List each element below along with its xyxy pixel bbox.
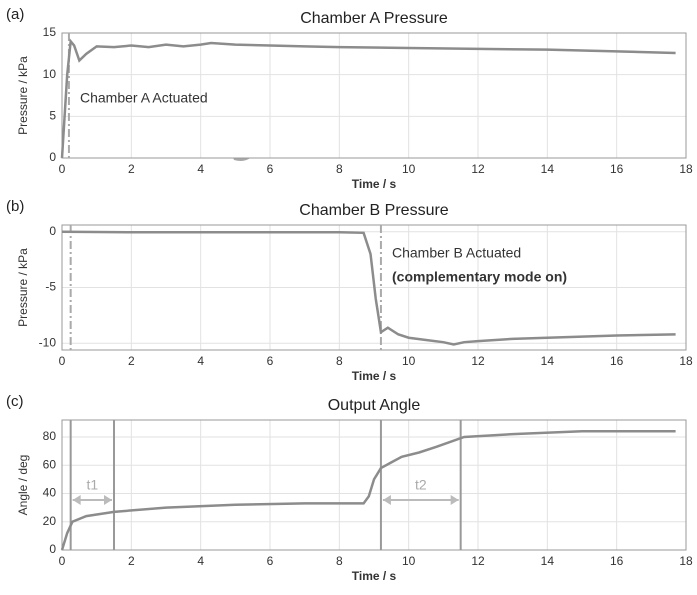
x-axis-label: Time / s — [352, 369, 397, 383]
x-tick-label: 18 — [679, 554, 693, 568]
y-axis-label: Angle / deg — [16, 455, 30, 516]
x-tick-label: 4 — [197, 354, 204, 368]
x-tick-label: 16 — [610, 354, 624, 368]
x-tick-label: 8 — [336, 354, 343, 368]
panel-label: (b) — [6, 198, 24, 215]
x-axis-label: Time / s — [352, 177, 397, 191]
y-tick-label: 10 — [43, 67, 57, 81]
y-tick-label: 60 — [43, 457, 57, 471]
y-tick-label: 80 — [43, 429, 57, 443]
x-tick-label: 2 — [128, 162, 135, 176]
x-tick-label: 12 — [471, 554, 485, 568]
x-tick-label: 10 — [402, 554, 416, 568]
y-tick-label: 0 — [49, 542, 56, 556]
x-tick-label: 14 — [541, 554, 555, 568]
y-tick-label: 5 — [49, 109, 56, 123]
x-tick-label: 18 — [679, 354, 693, 368]
x-tick-label: 12 — [471, 162, 485, 176]
x-tick-label: 2 — [128, 354, 135, 368]
x-tick-label: 16 — [610, 162, 624, 176]
figure: 0 2 4 6 8 10 12 14 16 18 0 5 10 15 Chamber A Pressure (… — [0, 0, 697, 595]
x-tick-label: 0 — [59, 554, 66, 568]
x-tick-label: 6 — [267, 554, 274, 568]
x-tick-label: 14 — [541, 162, 555, 176]
x-tick-label: 0 — [59, 162, 66, 176]
chart-title: Chamber A Pressure — [300, 10, 448, 27]
annotation: Chamber A Actuated — [80, 90, 208, 106]
chart-title: Chamber B Pressure — [299, 202, 448, 219]
y-tick-label: -10 — [39, 335, 57, 349]
chart-title: Output Angle — [328, 397, 421, 414]
span-label: t1 — [86, 477, 98, 493]
x-tick-label: 12 — [471, 354, 485, 368]
x-tick-label: 8 — [336, 554, 343, 568]
annotation: (complementary mode on) — [392, 269, 567, 285]
x-tick-label: 6 — [267, 354, 274, 368]
x-tick-label: 2 — [128, 554, 135, 568]
y-tick-label: 0 — [49, 150, 56, 164]
plot-area — [62, 420, 686, 550]
annotation: Chamber B Actuated — [392, 245, 521, 261]
y-tick-label: 0 — [49, 224, 56, 238]
x-tick-label: 8 — [336, 162, 343, 176]
y-tick-label: -5 — [45, 280, 56, 294]
span-label: t2 — [415, 477, 427, 493]
x-tick-label: 0 — [59, 354, 66, 368]
y-tick-label: 15 — [43, 25, 57, 39]
x-axis-label: Time / s — [352, 569, 397, 583]
x-tick-label: 4 — [197, 162, 204, 176]
x-tick-label: 6 — [267, 162, 274, 176]
x-tick-label: 10 — [402, 162, 416, 176]
x-tick-label: 4 — [197, 554, 204, 568]
panel-label: (a) — [6, 6, 24, 23]
x-tick-label: 10 — [402, 354, 416, 368]
y-tick-label: 20 — [43, 514, 57, 528]
x-tick-label: 14 — [541, 354, 555, 368]
x-tick-label: 18 — [679, 162, 693, 176]
x-tick-label: 16 — [610, 554, 624, 568]
panel-label: (c) — [6, 393, 24, 410]
y-tick-label: 40 — [43, 486, 57, 500]
y-axis-label: Pressure / kPa — [16, 56, 30, 135]
y-axis-label: Pressure / kPa — [16, 248, 30, 327]
